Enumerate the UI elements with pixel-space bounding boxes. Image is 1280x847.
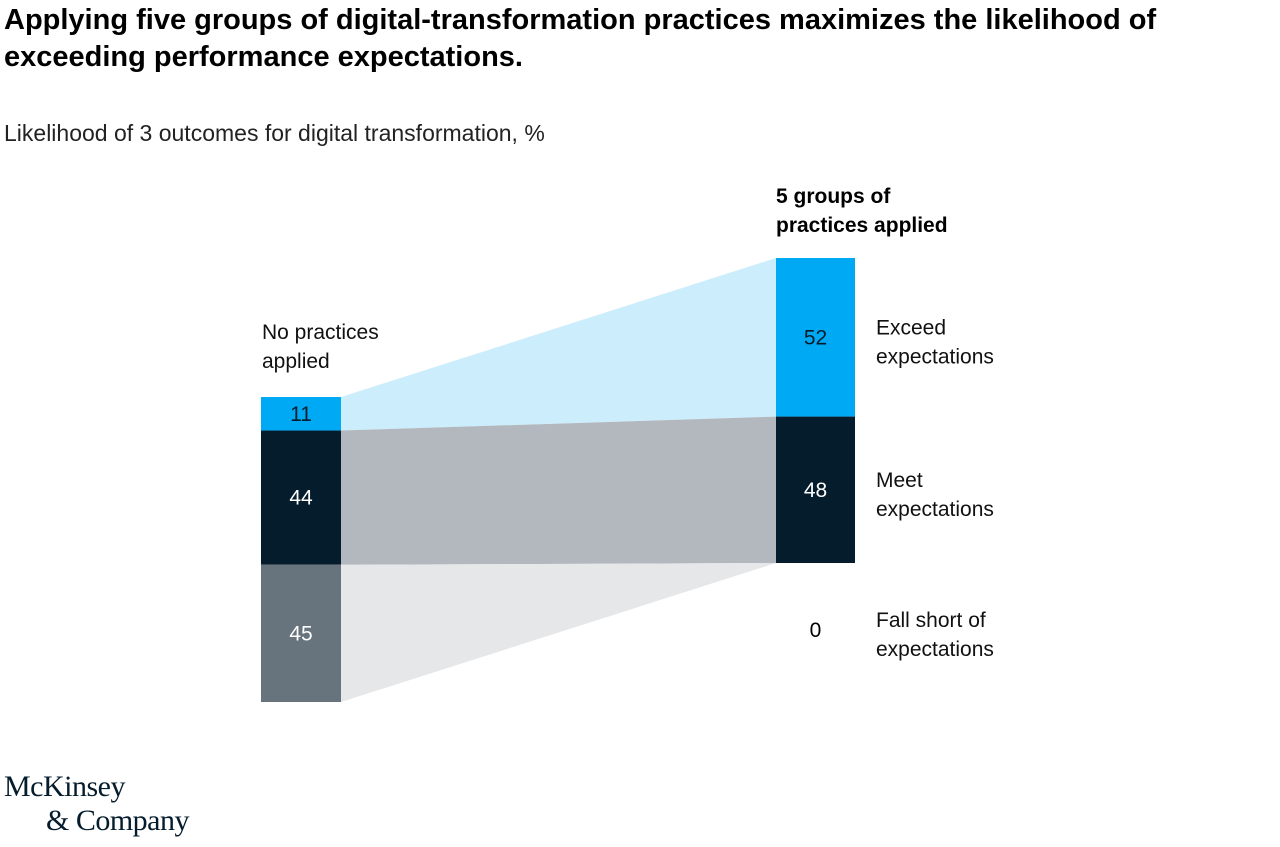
bar-left-segment-0 (261, 397, 341, 431)
chart-subtitle: Likelihood of 3 outcomes for digital tra… (4, 120, 545, 146)
bar-left-segment-2 (261, 564, 341, 702)
category-label-left: No practices (262, 321, 379, 344)
flow-2 (341, 563, 776, 702)
value-label-right-2: 0 (810, 619, 822, 642)
series-label-0: expectations (876, 345, 994, 368)
value-label-left-0: 11 (290, 403, 312, 426)
mckinsey-logo: McKinsey & Company (4, 770, 190, 838)
chart-title: Applying five groups of digital-transfor… (4, 4, 1157, 73)
series-label-1: Meet (876, 469, 923, 492)
series-label-2: expectations (876, 638, 994, 661)
category-label-right: practices applied (776, 214, 948, 237)
bar-right-segment-1 (776, 416, 855, 563)
bar-left-segment-1 (261, 430, 341, 565)
logo-line-2: & Company (46, 804, 190, 837)
value-label-right-1: 48 (804, 479, 827, 502)
flow-0 (341, 258, 776, 431)
logo-line-1: McKinsey (4, 770, 125, 803)
flow-1 (341, 416, 776, 565)
value-label-left-2: 45 (289, 622, 312, 645)
series-label-0: Exceed (876, 316, 946, 339)
value-label-left-1: 44 (289, 487, 313, 510)
category-label-right: 5 groups of (776, 185, 891, 208)
bar-right-segment-0 (776, 258, 855, 417)
series-label-2: Fall short of (876, 609, 986, 632)
series-label-1: expectations (876, 498, 994, 521)
value-label-right-0: 52 (804, 326, 827, 349)
category-label-left: applied (262, 350, 330, 373)
